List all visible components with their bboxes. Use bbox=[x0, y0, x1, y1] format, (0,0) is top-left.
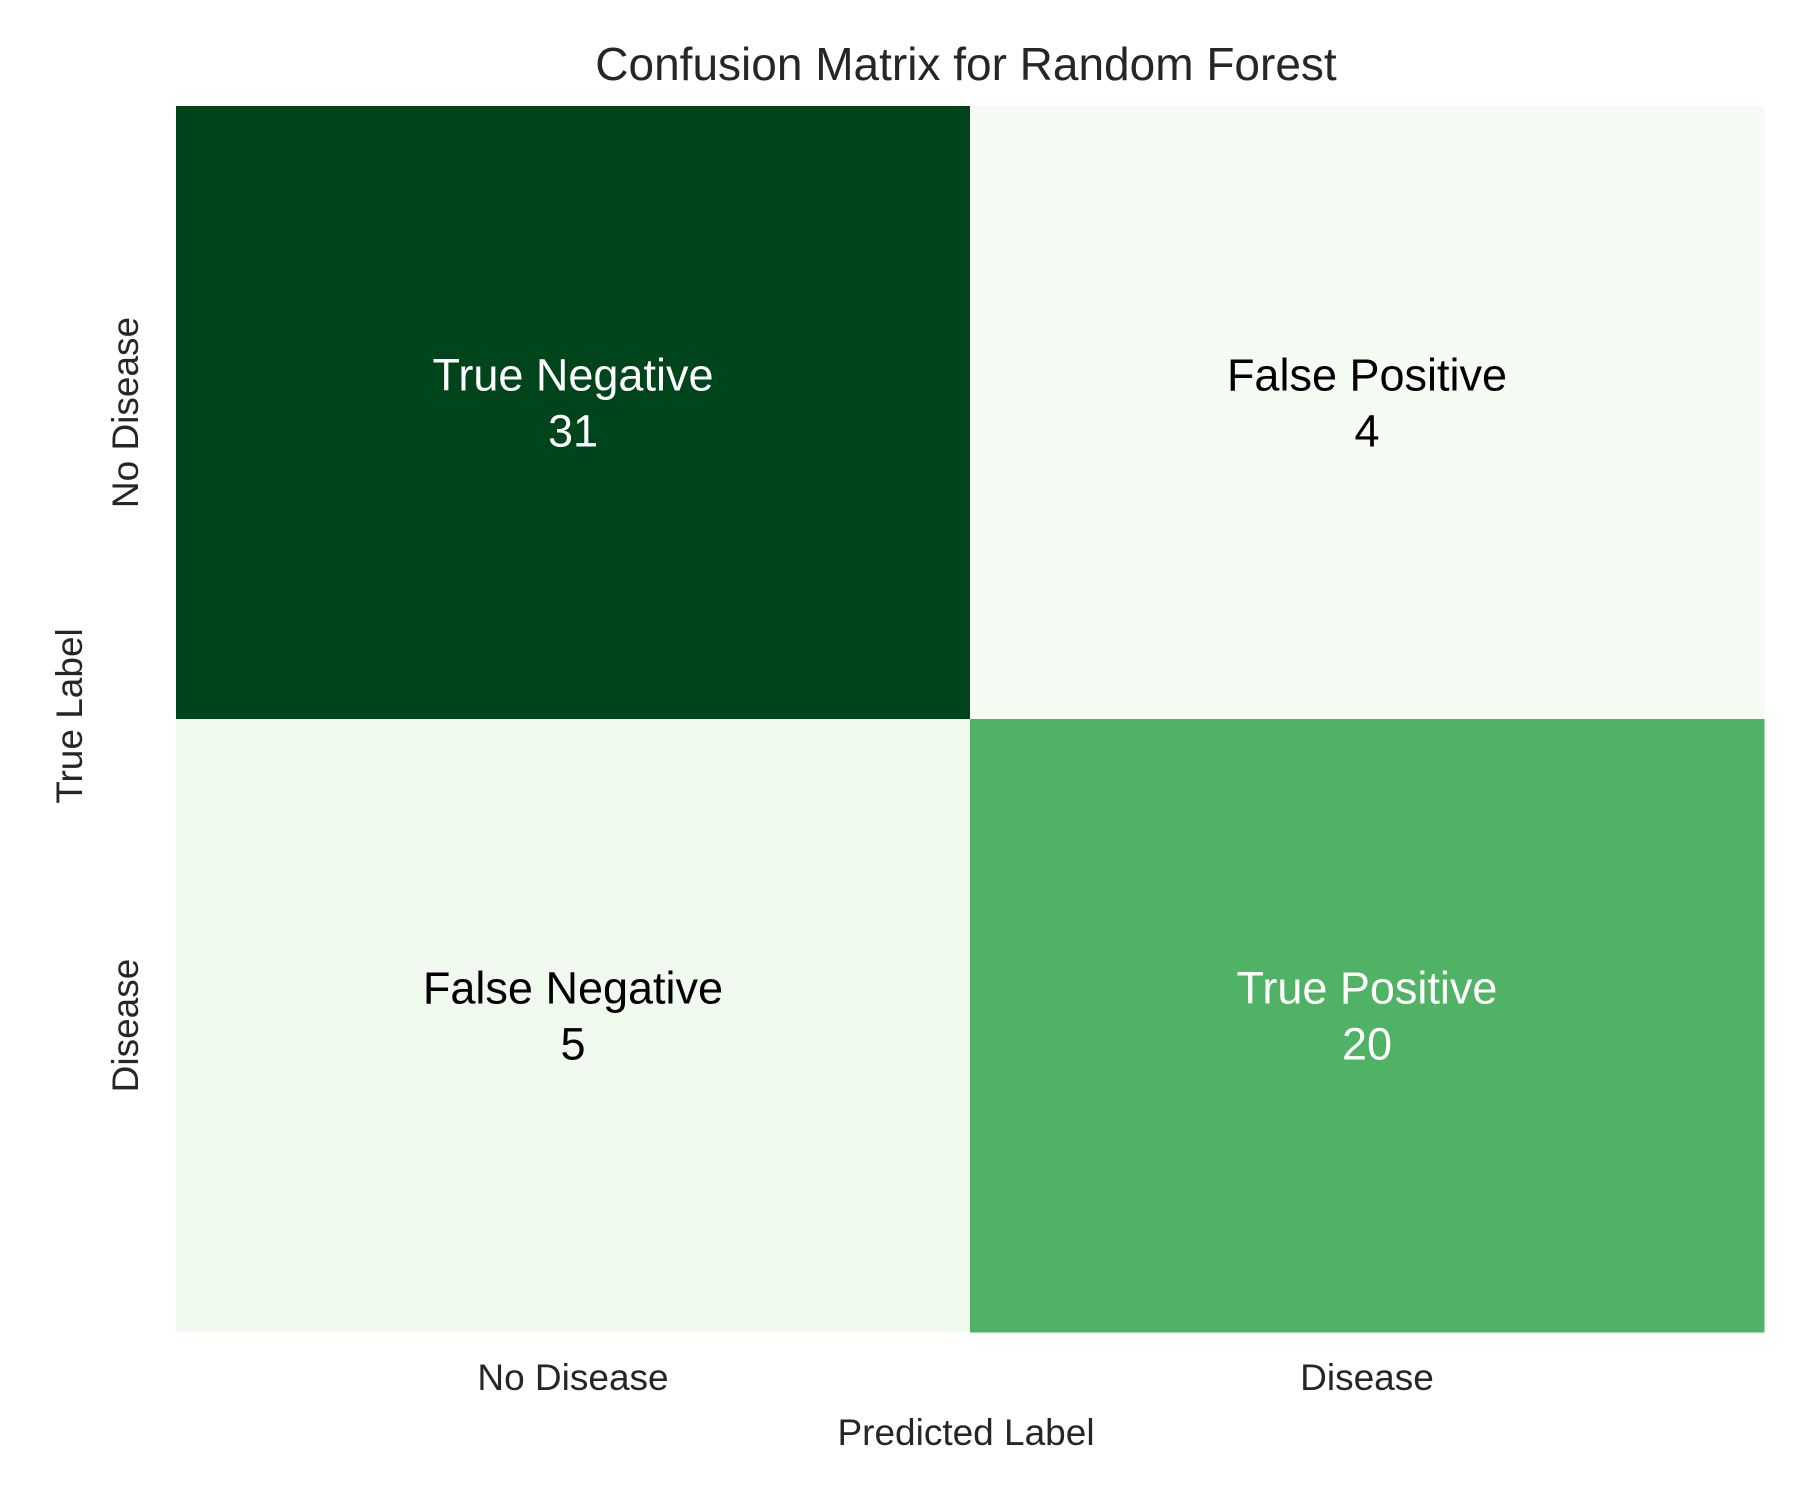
y-tick-label: No Disease bbox=[105, 317, 146, 508]
x-axis-ticks: No Disease Disease bbox=[477, 1357, 1433, 1398]
heatmap-cell bbox=[970, 106, 1765, 720]
heatmap-cell bbox=[176, 719, 971, 1333]
cell-value-label: 4 bbox=[1354, 406, 1379, 457]
cell-value-label: 5 bbox=[560, 1019, 585, 1070]
cell-category-label: False Positive bbox=[1227, 350, 1507, 401]
y-axis-label: True Label bbox=[49, 628, 90, 804]
x-tick-label: No Disease bbox=[477, 1357, 668, 1398]
cell-value-label: 31 bbox=[548, 406, 598, 457]
cell-category-label: False Negative bbox=[423, 963, 723, 1014]
x-axis-label: Predicted Label bbox=[837, 1412, 1094, 1453]
chart-title: Confusion Matrix for Random Forest bbox=[595, 38, 1337, 90]
y-tick-label: Disease bbox=[105, 959, 146, 1093]
cell-value-label: 20 bbox=[1342, 1019, 1392, 1070]
cell-category-label: True Negative bbox=[433, 350, 714, 401]
cell-category-label: True Positive bbox=[1237, 963, 1498, 1014]
heatmap-cell bbox=[970, 719, 1765, 1333]
y-axis-ticks: No Disease Disease bbox=[105, 317, 146, 1092]
x-tick-label: Disease bbox=[1300, 1357, 1434, 1398]
heatmap-cell bbox=[176, 106, 971, 720]
